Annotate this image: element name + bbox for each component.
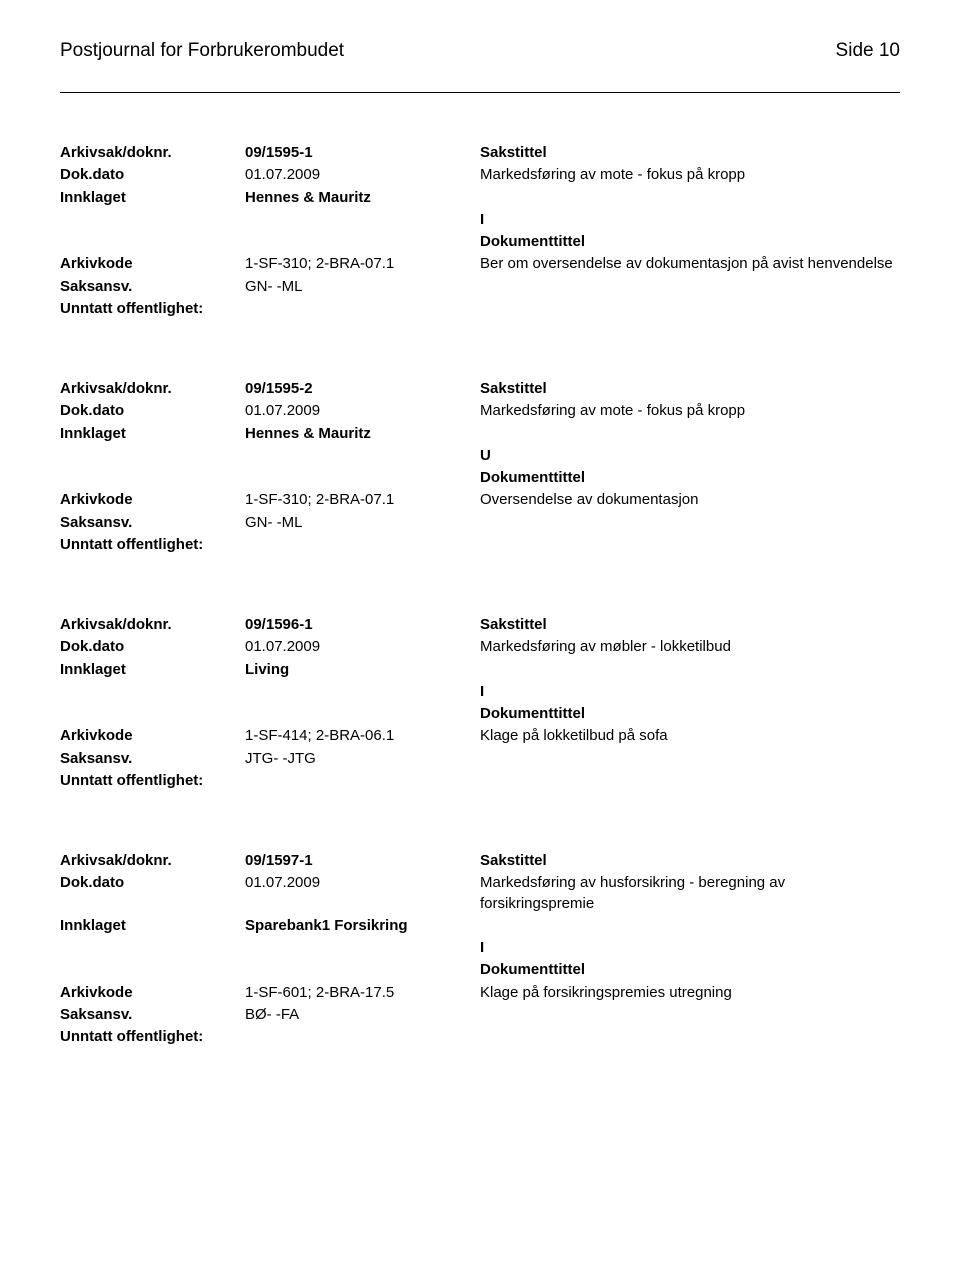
label-unntatt: Unntatt offentlighet: [60, 535, 203, 555]
label-sakstittel: Sakstittel [480, 851, 900, 871]
label-sakstittel: Sakstittel [480, 379, 900, 399]
label-dokdato: Dok.dato [60, 165, 245, 185]
value-saksansv: BØ- -FA [245, 1005, 480, 1025]
value-arkivkode: 1-SF-601; 2-BRA-17.5 [245, 983, 480, 1003]
value-dokumenttittel: Klage på forsikringspremies utregning [480, 983, 900, 1003]
label-sakstittel: Sakstittel [480, 143, 900, 163]
label-dokumenttittel: Dokumenttittel [480, 468, 900, 488]
label-arkivkode: Arkivkode [60, 254, 245, 274]
value-saksansv: GN- -ML [245, 513, 480, 533]
value-doknr: 09/1595-1 [245, 143, 480, 163]
label-innklaget: Innklaget [60, 424, 245, 444]
page-title: Postjournal for Forbrukerombudet [60, 40, 344, 62]
label-arkivkode: Arkivkode [60, 490, 245, 510]
label-dokumenttittel: Dokumenttittel [480, 960, 900, 980]
page-side-label: Side 10 [836, 40, 900, 62]
label-dokdato: Dok.dato [60, 401, 245, 421]
value-dokumenttittel: Ber om oversendelse av dokumentasjon på … [480, 254, 900, 274]
label-arkivsak: Arkivsak/doknr. [60, 615, 245, 635]
value-io: I [480, 938, 900, 958]
label-innklaget: Innklaget [60, 188, 245, 208]
page-container: Postjournal for Forbrukerombudet Side 10… [0, 0, 960, 1167]
value-innklaget: Hennes & Mauritz [245, 424, 480, 444]
label-innklaget: Innklaget [60, 916, 245, 936]
label-dokumenttittel: Dokumenttittel [480, 704, 900, 724]
label-saksansv: Saksansv. [60, 749, 245, 769]
divider [60, 92, 900, 93]
label-unntatt: Unntatt offentlighet: [60, 771, 203, 791]
record: Arkivsak/doknr. 09/1596-1 Sakstittel Dok… [60, 615, 900, 791]
value-dokumenttittel: Oversendelse av dokumentasjon [480, 490, 900, 510]
label-dokumenttittel: Dokumenttittel [480, 232, 900, 252]
label-arkivkode: Arkivkode [60, 726, 245, 746]
label-arkivkode: Arkivkode [60, 983, 245, 1003]
value-innklaget: Hennes & Mauritz [245, 188, 480, 208]
value-innklaget: Living [245, 660, 480, 680]
record: Arkivsak/doknr. 09/1595-2 Sakstittel Dok… [60, 379, 900, 555]
label-dokdato: Dok.dato [60, 873, 245, 893]
header-row: Postjournal for Forbrukerombudet Side 10 [60, 40, 900, 62]
value-dato: 01.07.2009 [245, 637, 480, 657]
label-arkivsak: Arkivsak/doknr. [60, 143, 245, 163]
value-dato: 01.07.2009 [245, 165, 480, 185]
label-arkivsak: Arkivsak/doknr. [60, 851, 245, 871]
value-arkivkode: 1-SF-310; 2-BRA-07.1 [245, 254, 480, 274]
value-sakstittel: Markedsføring av mote - fokus på kropp [480, 165, 900, 185]
value-doknr: 09/1597-1 [245, 851, 480, 871]
label-dokdato: Dok.dato [60, 637, 245, 657]
value-doknr: 09/1595-2 [245, 379, 480, 399]
value-sakstittel: Markedsføring av husforsikring - beregni… [480, 873, 900, 914]
value-dato: 01.07.2009 [245, 401, 480, 421]
value-doknr: 09/1596-1 [245, 615, 480, 635]
value-dokumenttittel: Klage på lokketilbud på sofa [480, 726, 900, 746]
label-innklaget: Innklaget [60, 660, 245, 680]
label-saksansv: Saksansv. [60, 277, 245, 297]
value-arkivkode: 1-SF-310; 2-BRA-07.1 [245, 490, 480, 510]
value-sakstittel: Markedsføring av mote - fokus på kropp [480, 401, 900, 421]
value-io: I [480, 682, 900, 702]
label-saksansv: Saksansv. [60, 1005, 245, 1025]
value-dato: 01.07.2009 [245, 873, 480, 893]
value-arkivkode: 1-SF-414; 2-BRA-06.1 [245, 726, 480, 746]
value-innklaget: Sparebank1 Forsikring [245, 916, 480, 936]
label-saksansv: Saksansv. [60, 513, 245, 533]
value-io: I [480, 210, 900, 230]
record: Arkivsak/doknr. 09/1595-1 Sakstittel Dok… [60, 143, 900, 319]
value-saksansv: GN- -ML [245, 277, 480, 297]
label-unntatt: Unntatt offentlighet: [60, 299, 203, 319]
value-saksansv: JTG- -JTG [245, 749, 480, 769]
value-sakstittel: Markedsføring av møbler - lokketilbud [480, 637, 900, 657]
value-io: U [480, 446, 900, 466]
label-unntatt: Unntatt offentlighet: [60, 1027, 203, 1047]
record: Arkivsak/doknr. 09/1597-1 Sakstittel Dok… [60, 851, 900, 1047]
label-sakstittel: Sakstittel [480, 615, 900, 635]
label-arkivsak: Arkivsak/doknr. [60, 379, 245, 399]
